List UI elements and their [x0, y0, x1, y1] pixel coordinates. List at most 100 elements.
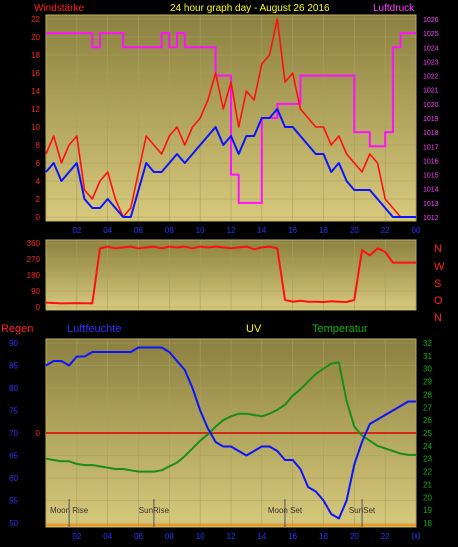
- wind-average-series-line: [45, 108, 416, 218]
- wind-y-tick-label: 8: [36, 141, 41, 150]
- temperature-y-tick-label: 18: [423, 519, 432, 528]
- direction-y-tick-label: 360: [27, 239, 41, 248]
- wind-y-tick-label: 6: [36, 159, 41, 168]
- wind-x-tick-label: 16: [288, 226, 297, 235]
- direction-y-tick-label: 90: [31, 287, 40, 296]
- humidity-x-tick-label: 06: [134, 532, 143, 541]
- uv-title: UV: [246, 323, 262, 335]
- wind-y-tick-label: 18: [31, 51, 40, 60]
- temperature-y-tick-label: 29: [423, 378, 432, 387]
- temperature-y-tick-label: 32: [423, 339, 432, 348]
- wind-y-tick-label: 0: [36, 213, 41, 222]
- graph-title: 24 hour graph day - August 26 2016: [170, 3, 330, 14]
- humidity-x-tick-label: 12: [227, 532, 236, 541]
- humidity-x-tick-label: 10: [196, 532, 205, 541]
- humidity-y-tick-label: 60: [9, 474, 18, 483]
- pressure-y-tick-label: 1013: [423, 201, 439, 208]
- rain-zero-label: 0: [36, 429, 41, 438]
- pressure-y-tick-label: 1020: [423, 102, 439, 109]
- pressure-y-tick-label: 1018: [423, 130, 439, 137]
- temperature-series-line: [45, 361, 416, 473]
- wind-x-tick-label: 22: [381, 226, 390, 235]
- wind-y-tick-label: 10: [31, 123, 40, 132]
- direction-y-tick-label: 180: [27, 271, 41, 280]
- temperature-y-tick-label: 25: [423, 429, 432, 438]
- wind-y-tick-label: 14: [31, 87, 40, 96]
- temperature-y-tick-label: 21: [423, 480, 432, 489]
- pressure-y-tick-label: 1022: [423, 74, 439, 81]
- pressure-y-tick-label: 1023: [423, 59, 439, 66]
- event-marker-label: SunRise: [139, 506, 170, 515]
- wind-x-tick-label: 08: [165, 226, 174, 235]
- wind-y-tick-label: 16: [31, 69, 40, 78]
- direction-letter-n-bottom: N: [434, 312, 442, 324]
- humidity-x-tick-label: 18: [319, 532, 328, 541]
- humidity-series-line: [45, 346, 416, 520]
- wind-y-tick-label: 20: [31, 33, 40, 42]
- event-marker-label: Moon Rise: [50, 506, 89, 515]
- direction-letter-o: O: [434, 295, 443, 307]
- temperature-y-tick-label: 27: [423, 403, 432, 412]
- pressure-axis-title: Luftdruck: [373, 3, 415, 14]
- humidity-y-tick-label: 85: [9, 362, 18, 371]
- wind-x-tick-label: 14: [257, 226, 266, 235]
- humidity-y-tick-label: 90: [9, 339, 18, 348]
- pressure-y-tick-label: 1026: [423, 17, 439, 24]
- wind-axis-title: Windstärke: [34, 3, 84, 14]
- pressure-y-tick-label: 1025: [423, 31, 439, 38]
- direction-y-tick-label: 270: [27, 255, 41, 264]
- humidity-y-tick-label: 75: [9, 407, 18, 416]
- wind-x-tick-label: 00: [412, 226, 421, 235]
- temperature-y-tick-label: 28: [423, 390, 432, 399]
- temperature-y-tick-label: 26: [423, 416, 432, 425]
- humidity-x-tick-label: 14: [257, 532, 266, 541]
- pressure-y-tick-label: 1021: [423, 88, 439, 95]
- direction-letter-w: W: [434, 261, 445, 273]
- humidity-y-tick-label: 50: [9, 519, 18, 528]
- pressure-y-tick-label: 1015: [423, 173, 439, 180]
- humidity-y-tick-label: 80: [9, 384, 18, 393]
- pressure-y-tick-label: 1017: [423, 144, 439, 151]
- wind-y-tick-label: 2: [36, 195, 41, 204]
- temperature-y-tick-label: 23: [423, 455, 432, 464]
- humidity-x-tick-label: 00: [412, 532, 421, 541]
- humidity-y-tick-label: 55: [9, 497, 18, 506]
- wind-x-tick-label: 06: [134, 226, 143, 235]
- humidity-x-tick-label: 02: [72, 532, 81, 541]
- pressure-y-tick-label: 1019: [423, 116, 439, 123]
- humidity-y-tick-label: 65: [9, 452, 18, 461]
- temperature-y-tick-label: 22: [423, 468, 432, 477]
- temperature-y-tick-label: 20: [423, 493, 432, 502]
- temperature-y-tick-label: 24: [423, 442, 432, 451]
- wind-y-tick-label: 12: [31, 105, 40, 114]
- wind-direction-series-line: [45, 245, 416, 305]
- wind-x-tick-label: 12: [227, 226, 236, 235]
- humidity-x-tick-label: 16: [288, 532, 297, 541]
- direction-y-tick-label: 0: [36, 303, 41, 312]
- direction-letter-s: S: [434, 278, 441, 290]
- pressure-y-tick-label: 1016: [423, 158, 439, 165]
- rain-title: Regen: [1, 323, 33, 335]
- pressure-y-tick-label: 1014: [423, 187, 439, 194]
- pressure-y-tick-label: 1012: [423, 215, 439, 222]
- wind-y-tick-label: 4: [36, 177, 41, 186]
- wind-x-tick-label: 02: [72, 226, 81, 235]
- direction-letter-n-top: N: [434, 243, 442, 255]
- wind-x-tick-label: 10: [196, 226, 205, 235]
- temperature-title: Temperatur: [312, 323, 368, 335]
- humidity-x-tick-label: 20: [350, 532, 359, 541]
- wind-gust-series-line: [45, 18, 416, 218]
- wind-x-tick-label: 20: [350, 226, 359, 235]
- temperature-y-tick-label: 31: [423, 352, 432, 361]
- temperature-y-tick-label: 19: [423, 506, 432, 515]
- temperature-y-tick-label: 30: [423, 365, 432, 374]
- humidity-title: Luftfeuchte: [67, 323, 121, 335]
- humidity-y-tick-label: 70: [9, 429, 18, 438]
- pressure-y-tick-label: 1024: [423, 45, 439, 52]
- humidity-x-tick-label: 22: [381, 532, 390, 541]
- wind-x-tick-label: 18: [319, 226, 328, 235]
- humidity-x-tick-label: 04: [103, 532, 112, 541]
- event-marker-label: SunSet: [349, 506, 376, 515]
